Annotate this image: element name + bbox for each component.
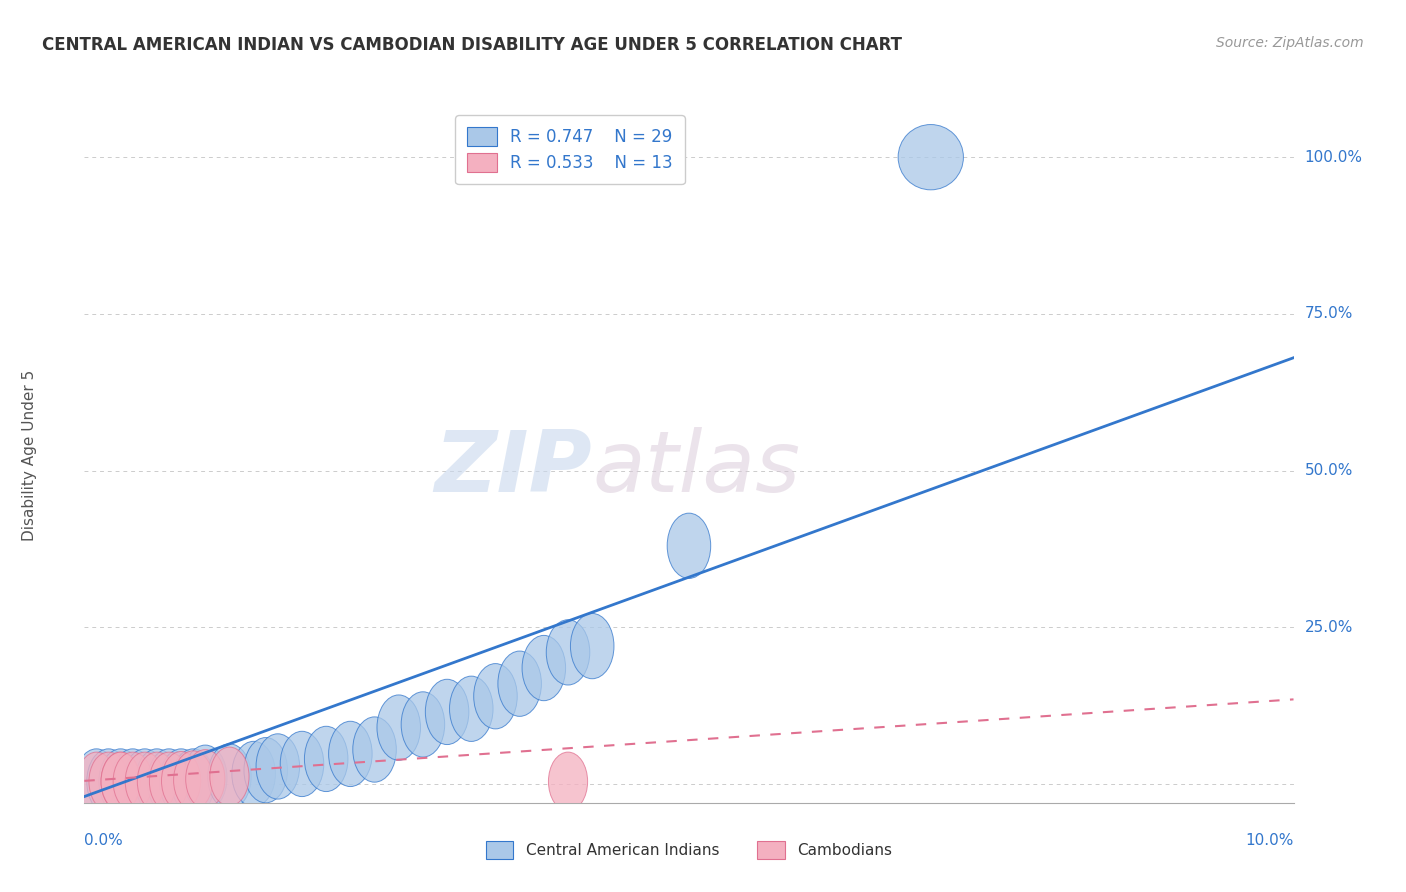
Text: 0.0%: 0.0% [84, 833, 124, 848]
Ellipse shape [245, 738, 287, 803]
Text: atlas: atlas [592, 427, 800, 510]
Ellipse shape [111, 749, 155, 814]
Ellipse shape [89, 752, 128, 811]
Ellipse shape [280, 731, 323, 797]
Ellipse shape [75, 749, 118, 814]
Ellipse shape [305, 726, 347, 791]
Text: 75.0%: 75.0% [1305, 306, 1353, 321]
Ellipse shape [125, 752, 165, 811]
Ellipse shape [172, 749, 215, 814]
Ellipse shape [547, 620, 589, 685]
Ellipse shape [112, 752, 152, 811]
Ellipse shape [256, 734, 299, 799]
Ellipse shape [522, 635, 565, 701]
Text: 100.0%: 100.0% [1305, 150, 1362, 165]
Text: CENTRAL AMERICAN INDIAN VS CAMBODIAN DISABILITY AGE UNDER 5 CORRELATION CHART: CENTRAL AMERICAN INDIAN VS CAMBODIAN DIS… [42, 36, 903, 54]
Text: 25.0%: 25.0% [1305, 620, 1353, 635]
Ellipse shape [135, 749, 179, 814]
Ellipse shape [148, 749, 191, 814]
Ellipse shape [329, 722, 373, 787]
Ellipse shape [450, 676, 494, 741]
Ellipse shape [426, 680, 468, 745]
Ellipse shape [77, 752, 117, 811]
Legend: Central American Indians, Cambodians: Central American Indians, Cambodians [479, 835, 898, 864]
Ellipse shape [162, 751, 201, 810]
Ellipse shape [474, 664, 517, 729]
Ellipse shape [186, 749, 225, 808]
Ellipse shape [101, 752, 141, 811]
Ellipse shape [898, 125, 963, 190]
Ellipse shape [353, 717, 396, 782]
Ellipse shape [209, 747, 249, 805]
Ellipse shape [498, 651, 541, 716]
Text: 10.0%: 10.0% [1246, 833, 1294, 848]
Ellipse shape [101, 752, 141, 811]
Ellipse shape [98, 749, 142, 814]
Ellipse shape [124, 749, 166, 814]
Text: ZIP: ZIP [434, 427, 592, 510]
Ellipse shape [401, 692, 444, 757]
Ellipse shape [159, 749, 202, 814]
Ellipse shape [377, 695, 420, 760]
Ellipse shape [232, 741, 276, 806]
Text: Disability Age Under 5: Disability Age Under 5 [22, 369, 38, 541]
Ellipse shape [668, 513, 710, 578]
Ellipse shape [173, 751, 212, 810]
Text: 50.0%: 50.0% [1305, 463, 1353, 478]
Ellipse shape [138, 752, 177, 811]
Ellipse shape [149, 752, 188, 811]
Text: Source: ZipAtlas.com: Source: ZipAtlas.com [1216, 36, 1364, 50]
Ellipse shape [184, 745, 226, 810]
Ellipse shape [87, 749, 131, 814]
Ellipse shape [571, 614, 614, 679]
Ellipse shape [208, 744, 252, 809]
Ellipse shape [548, 752, 588, 811]
